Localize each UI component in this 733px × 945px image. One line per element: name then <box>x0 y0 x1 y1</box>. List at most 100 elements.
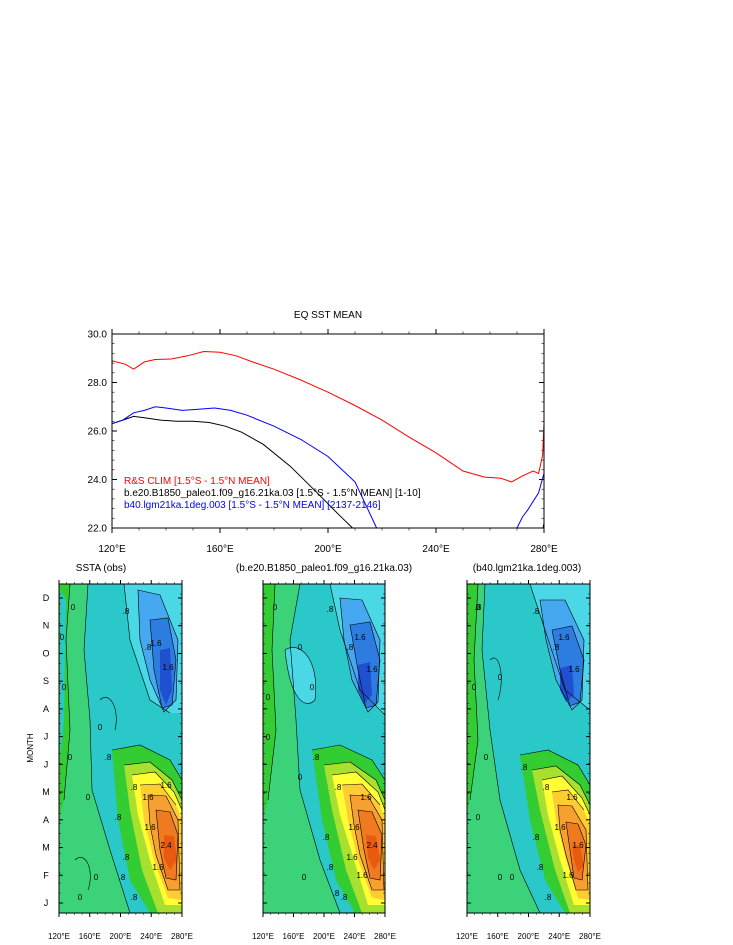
heat-x-tick-label: 120°E <box>252 932 274 941</box>
contour-label: 0 <box>78 893 83 902</box>
month-tick-label: D <box>43 593 50 603</box>
contour-label: 1.6 <box>554 823 566 832</box>
hovmoller-panel-obs: SSTA (obs) MONTH <box>26 563 193 941</box>
contour-label: 2.4 <box>160 841 172 850</box>
contour-label: .8 <box>105 753 112 762</box>
contour-label: 1.6 <box>566 793 578 802</box>
contour-label: 0 <box>484 753 489 762</box>
contour-label: 0 <box>98 723 103 732</box>
contour-label: 0 <box>476 603 481 612</box>
contour-label: .8 <box>533 833 540 842</box>
contour-label: 0 <box>510 873 515 882</box>
contour-label: .8 <box>123 853 130 862</box>
contour-label: .8 <box>119 873 126 882</box>
month-tick-label: J <box>44 732 49 742</box>
x-tick-label: 120°E <box>98 544 126 555</box>
contour-label: .8 <box>341 893 348 902</box>
contour-label: .8 <box>131 783 138 792</box>
line-chart-legend: R&S CLIM [1.5°S - 1.5°N MEAN]b.e20.B1850… <box>124 476 421 511</box>
contour-label: .8 <box>533 607 540 616</box>
heat-x-tick-label: 160°E <box>79 932 101 941</box>
month-tick-label: M <box>42 843 50 853</box>
contour-label: 1.6 <box>144 823 156 832</box>
heat-x-tick-label: 120°E <box>48 932 70 941</box>
contour-label: .8 <box>313 753 320 762</box>
contour-label: 1.6 <box>348 823 360 832</box>
contour-label: .8 <box>145 643 152 652</box>
series-line-2 <box>112 406 544 528</box>
contour-label: .8 <box>347 643 354 652</box>
month-tick-label: A <box>43 704 49 714</box>
contour-label: .8 <box>553 643 560 652</box>
contour-label: 0 <box>472 683 477 692</box>
contour-label: 0 <box>71 603 76 612</box>
contour-label: 1.6 <box>558 633 570 642</box>
heat-x-tick-label: 200°E <box>110 932 132 941</box>
legend-entry-0: R&S CLIM [1.5°S - 1.5°N MEAN] <box>124 476 270 487</box>
y-tick-label: 24.0 <box>88 475 108 486</box>
panel-title-obs: SSTA (obs) <box>76 563 126 574</box>
contour-label: 0 <box>86 793 91 802</box>
line-chart-title: EQ SST MEAN <box>294 310 362 321</box>
panel-title-lgm: (b40.lgm21ka.1deg.003) <box>473 563 581 574</box>
series-line-0 <box>112 350 544 483</box>
month-tick-label: F <box>43 870 49 880</box>
line-chart-frame <box>111 333 545 529</box>
y-tick-label: 30.0 <box>88 330 108 341</box>
y-tick-label: 22.0 <box>88 524 108 535</box>
contour-label: 1.6 <box>160 781 172 790</box>
month-axis-label: MONTH <box>26 733 35 763</box>
heat-x-tick-label: 200°E <box>313 932 335 941</box>
contour-label: .8 <box>521 763 528 772</box>
panel-title-21ka: (b.e20.B1850_paleo1.f09_g16.21ka.03) <box>236 563 412 574</box>
contour-label: .8 <box>335 783 342 792</box>
heat-x-tick-label: 160°E <box>283 932 305 941</box>
contour-label: .8 <box>333 889 340 898</box>
contour-label: 0 <box>302 873 307 882</box>
hovmoller-panel-21ka: (b.e20.B1850_paleo1.f09_g16.21ka.03) <box>236 563 412 941</box>
contour-label: 0 <box>310 683 315 692</box>
series-line-1 <box>112 415 544 528</box>
contour-label: 1.6 <box>152 863 164 872</box>
contour-label: 0 <box>298 773 303 782</box>
y-tick-label: 26.0 <box>88 427 108 438</box>
month-tick-label: J <box>44 759 49 769</box>
heat-x-tick-label: 200°E <box>518 932 540 941</box>
legend-entry-2: b40.lgm21ka.1deg.003 [1.5°S - 1.5°N MEAN… <box>124 500 381 511</box>
x-tick-label: 160°E <box>206 544 234 555</box>
heat-x-tick-label: 240°E <box>140 932 162 941</box>
contour-label: .8 <box>115 813 122 822</box>
contour-label: 1.6 <box>572 841 584 850</box>
contour-label: 0 <box>94 873 99 882</box>
contour-label: 1.6 <box>356 871 368 880</box>
y-tick-label: 28.0 <box>88 378 108 389</box>
x-tick-label: 200°E <box>314 544 342 555</box>
contour-label: .8 <box>545 893 552 902</box>
contour-label: 0 <box>498 873 503 882</box>
contour-label: .8 <box>327 863 334 872</box>
heat-x-tick-label: 280°E <box>579 932 601 941</box>
contour-label: 0 <box>298 643 303 652</box>
contour-label: 1.6 <box>346 853 358 862</box>
x-tick-label: 280°E <box>530 544 558 555</box>
contour-label: 0 <box>62 683 67 692</box>
heat-x-tick-label: 240°E <box>344 932 366 941</box>
contour-label: 1.6 <box>568 665 580 674</box>
contour-label: 0 <box>476 813 481 822</box>
contour-label: 1.6 <box>162 663 174 672</box>
contour-label: .8 <box>323 833 330 842</box>
contour-label: .8 <box>131 893 138 902</box>
contour-label: 0 <box>60 633 65 642</box>
contour-label: 1.6 <box>142 793 154 802</box>
contour-label: 2.4 <box>366 841 378 850</box>
heat-x-tick-label: 160°E <box>487 932 509 941</box>
heat-x-tick-label: 280°E <box>374 932 396 941</box>
line-chart: EQ SST MEAN 22.0 24.0 26.0 28.0 30.0 120°E 160… <box>88 310 558 555</box>
month-tick-label: N <box>43 621 50 631</box>
contour-label: .8 <box>327 605 334 614</box>
month-tick-label: S <box>43 676 49 686</box>
heat-x-tick-label: 120°E <box>456 932 478 941</box>
heat-x-tick-label: 240°E <box>548 932 570 941</box>
contour-label: 0 <box>266 693 271 702</box>
